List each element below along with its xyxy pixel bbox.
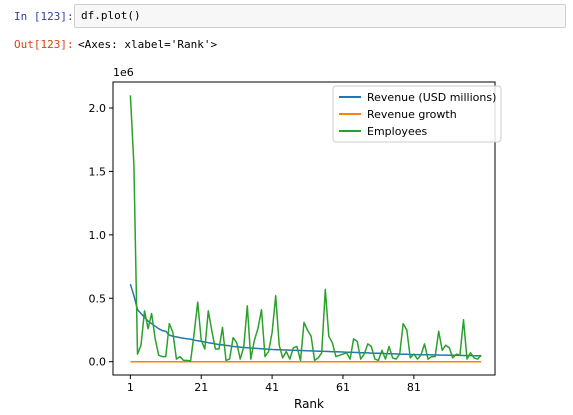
y-tick-label-2: 1.0	[89, 229, 107, 242]
output-text: <Axes: xlabel='Rank'>	[78, 38, 218, 51]
input-prompt: In [123]:	[14, 10, 74, 23]
y-tick-label-1: 0.5	[89, 292, 107, 305]
legend-box	[332, 85, 502, 143]
y-offset-text: 1e6	[113, 66, 134, 79]
x-axis-label: Rank	[294, 397, 324, 411]
series-line-0	[129, 283, 482, 357]
x-tick-label-2: 41	[265, 381, 279, 394]
x-tick-label-0: 1	[127, 381, 134, 394]
x-tick-label-4: 81	[407, 381, 421, 394]
legend-label-2: Employees	[367, 125, 427, 138]
plot-marks	[129, 95, 482, 363]
y-tick-label-3: 1.5	[89, 165, 107, 178]
code-cell-input[interactable]: df.plot()	[74, 4, 566, 28]
plot-ticks: 1 21 41 61 81 0.0 0.5 1.0 1.5 2.0	[89, 102, 421, 394]
legend-label-0: Revenue (USD millions)	[367, 91, 496, 104]
y-tick-label-0: 0.0	[89, 356, 107, 369]
output-prompt: Out[123]:	[14, 38, 74, 51]
series-line-2	[129, 95, 482, 362]
plot-legend: Revenue (USD millions) Revenue growth Empl…	[332, 85, 502, 143]
x-tick-label-1: 21	[194, 381, 208, 394]
y-tick-label-4: 2.0	[89, 102, 107, 115]
x-tick-label-3: 61	[336, 381, 350, 394]
legend-label-1: Revenue growth	[367, 108, 457, 121]
